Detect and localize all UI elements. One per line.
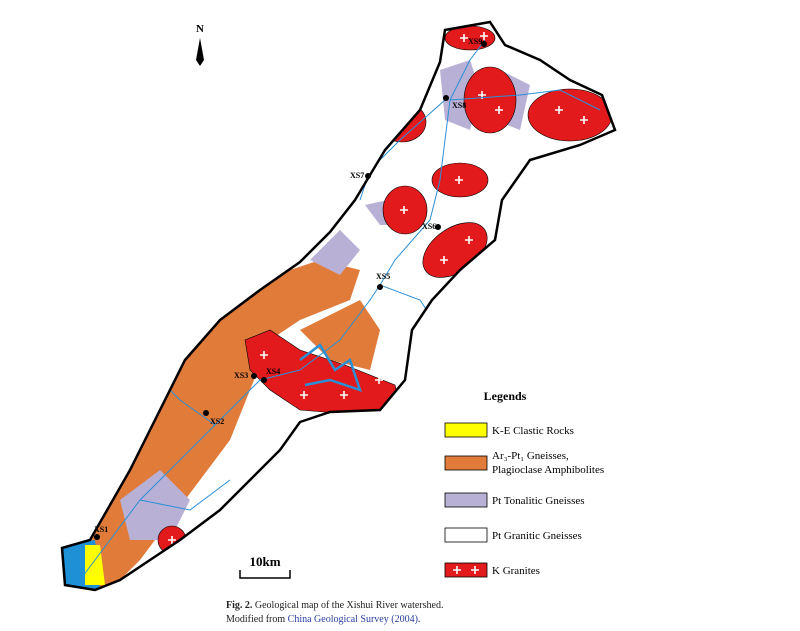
caption-fig: Fig. 2.	[226, 600, 253, 611]
legend-label: K-E Clastic Rocks	[492, 425, 574, 437]
station-label: XS4	[266, 367, 280, 376]
north-label: N	[196, 23, 204, 35]
scale-label: 10km	[249, 554, 280, 569]
legend-swatch	[444, 562, 488, 578]
caption-suffix: .	[418, 614, 421, 625]
legend-swatch	[444, 422, 488, 438]
legend-title: Legends	[484, 389, 527, 403]
station-label: XS6	[422, 222, 436, 231]
station-label: XS3	[234, 371, 248, 380]
legend-swatch	[444, 455, 488, 471]
legend-label: Pt Tonalitic Gneisses	[492, 495, 585, 507]
station-label: XS9	[468, 37, 482, 46]
caption-line2: Modified from China Geological Survey (2…	[226, 614, 420, 625]
scale-bar	[239, 570, 291, 579]
granite-symbols	[168, 32, 588, 544]
legend-label: Plagioclase Amphibolites	[492, 464, 604, 476]
legend-swatch	[444, 527, 488, 543]
legend-cross	[453, 566, 461, 574]
stations	[94, 41, 487, 540]
caption-source[interactable]: China Geological Survey (2004)	[288, 614, 418, 625]
station-label: XS2	[210, 417, 224, 426]
legend-cross	[471, 566, 479, 574]
legend-label: K Granites	[492, 565, 540, 577]
watershed-boundary	[60, 20, 617, 592]
legend-swatch	[444, 492, 488, 508]
caption-text: Geological map of the Xishui River water…	[255, 600, 444, 611]
caption-prefix: Modified from	[226, 614, 285, 625]
station-label: XS1	[94, 525, 108, 534]
legend-label: Pt Granitic Gneisses	[492, 530, 582, 542]
station-label: XS7	[350, 171, 364, 180]
caption-line1: Fig. 2. Geological map of the Xishui Riv…	[226, 600, 443, 611]
legend: K-E Clastic Rocks Ar₃-Pt₁ Gneisses, Plagio…	[444, 422, 604, 578]
north-arrow	[196, 38, 204, 66]
station-label: XS5	[376, 272, 390, 281]
station-label: XS8	[452, 101, 466, 110]
legend-label: Ar₃-Pt₁ Gneisses,	[492, 450, 569, 462]
